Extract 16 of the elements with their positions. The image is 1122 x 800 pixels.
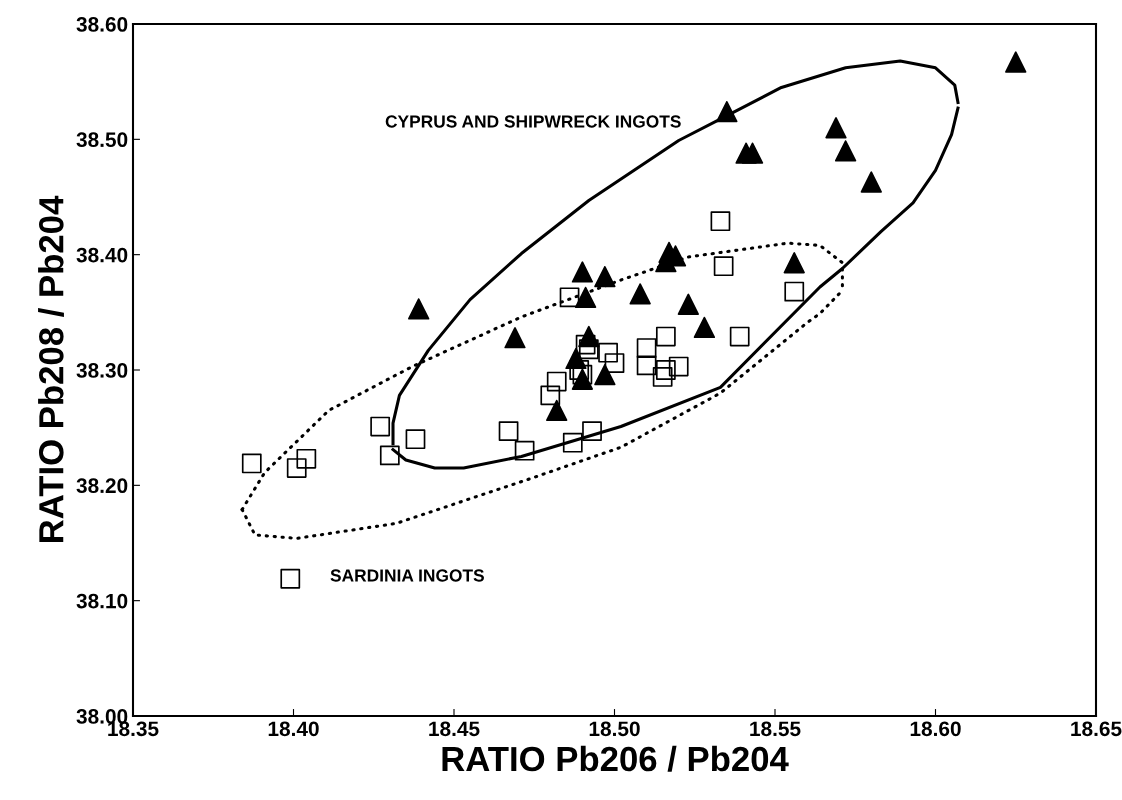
x-tick-label: 18.60 <box>910 721 961 737</box>
x-tick-label: 18.45 <box>429 721 480 737</box>
x-tick-label: 18.65 <box>1071 721 1122 737</box>
annotation: CYPRUS AND SHIPWRECK INGOTS <box>385 115 681 128</box>
x-axis-title: RATIO Pb206 / Pb204 <box>442 745 789 772</box>
y-tick-label: 38.30 <box>76 363 128 378</box>
y-axis-title: RATIO Pb208 / Pb204 <box>38 195 64 542</box>
x-tick-label: 18.50 <box>589 721 640 737</box>
y-tick-label: 38.50 <box>76 132 128 148</box>
annotation: SARDINIA INGOTS <box>330 569 484 582</box>
x-tick-label: 18.40 <box>268 721 319 737</box>
x-tick-label: 18.55 <box>750 721 801 737</box>
y-tick-label: 38.10 <box>76 593 128 609</box>
y-tick-label: 38.20 <box>76 478 128 494</box>
y-tick-label: 38.60 <box>76 17 128 32</box>
y-tick-label: 38.40 <box>76 247 128 263</box>
